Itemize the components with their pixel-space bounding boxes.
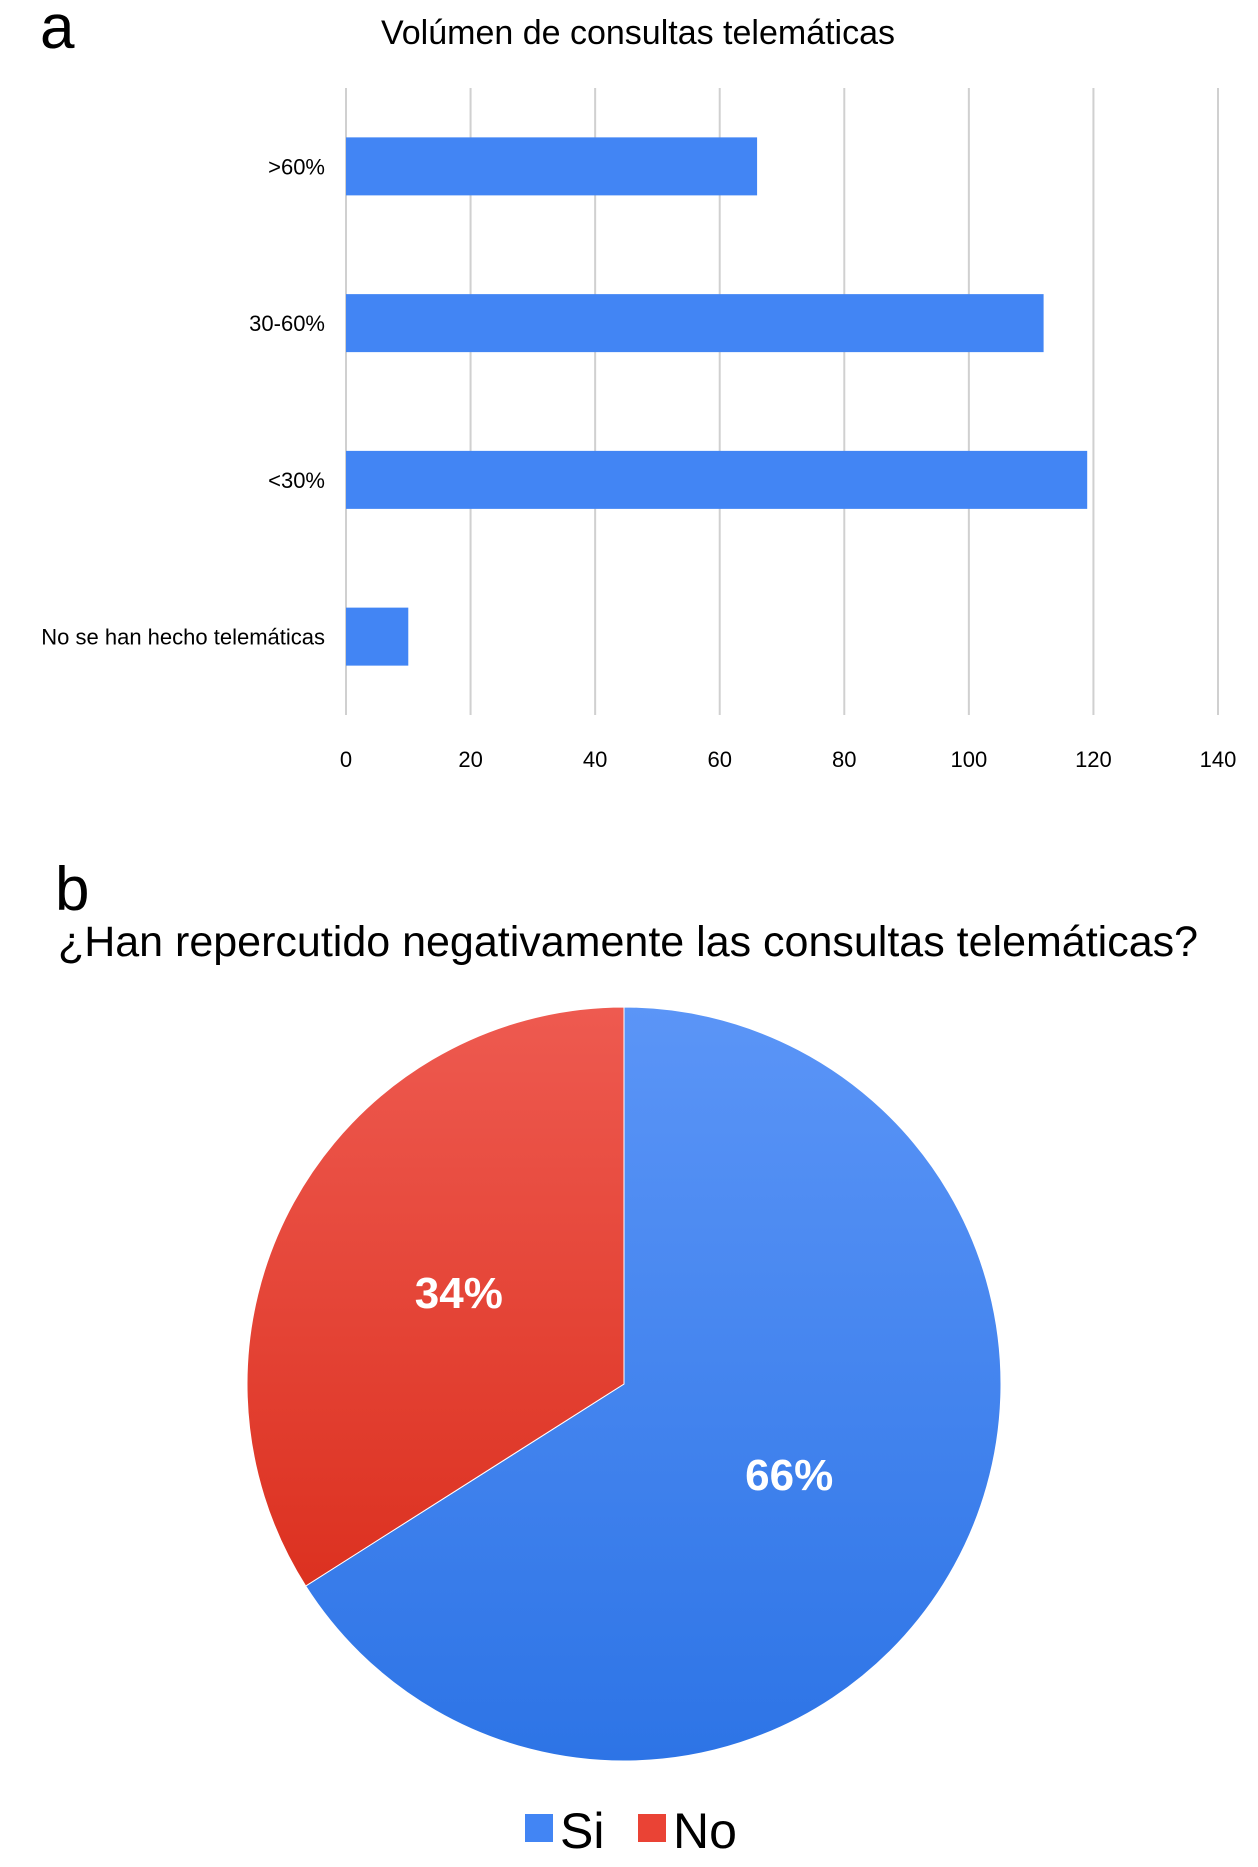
x-tick-label: 60	[707, 747, 731, 772]
pie-slice	[246, 1006, 625, 1587]
bar-chart-category-labels: >60% 30-60% <30% No se han hecho telemática…	[41, 154, 325, 649]
category-label: <30%	[268, 468, 325, 493]
x-tick-label: 100	[950, 747, 987, 772]
x-tick-label: 80	[832, 747, 856, 772]
panel-b-pie-chart: b ¿Han repercutido negativamente las con…	[0, 830, 1258, 1862]
x-tick-label: 20	[458, 747, 482, 772]
x-tick-label: 0	[340, 747, 352, 772]
category-label: >60%	[268, 154, 325, 179]
pie-slice	[304, 1006, 1002, 1762]
bar-chart-title: Volúmen de consultas telemáticas	[381, 14, 895, 52]
panel-a-bar-chart: a Volúmen de consultas telemáticas >60% 3…	[0, 0, 1258, 800]
bar	[346, 450, 1088, 509]
panel-letter-a: a	[40, 0, 75, 62]
pie-chart-slice-labels: 66% 34%	[415, 1269, 833, 1500]
legend-label: Si	[560, 1803, 604, 1859]
bar	[346, 137, 758, 196]
bar	[346, 607, 409, 666]
bar-chart-bars	[346, 137, 1088, 666]
legend-swatch	[525, 1814, 553, 1842]
bar-chart-svg: a Volúmen de consultas telemáticas >60% 3…	[40, 0, 1236, 772]
pie-chart-legend: Si No	[525, 1803, 737, 1859]
pie-slice-label: 66%	[745, 1451, 833, 1500]
pie-chart-svg: b ¿Han repercutido negativamente las con…	[55, 855, 1198, 1859]
x-tick-label: 140	[1200, 747, 1237, 772]
panel-letter-b: b	[55, 855, 89, 924]
legend-swatch	[638, 1814, 666, 1842]
x-tick-label: 120	[1075, 747, 1112, 772]
pie-chart-slices	[246, 1006, 1002, 1762]
x-tick-label: 40	[583, 747, 607, 772]
category-label: No se han hecho telemáticas	[41, 625, 325, 650]
bar	[346, 294, 1044, 353]
pie-slice-label: 34%	[415, 1269, 503, 1318]
pie-chart-title: ¿Han repercutido negativamente las consu…	[58, 918, 1198, 966]
bar-chart-x-ticks: 0 20 40 60 80 100 120 140	[340, 747, 1236, 772]
legend-label: No	[673, 1803, 737, 1859]
category-label: 30-60%	[249, 311, 325, 336]
